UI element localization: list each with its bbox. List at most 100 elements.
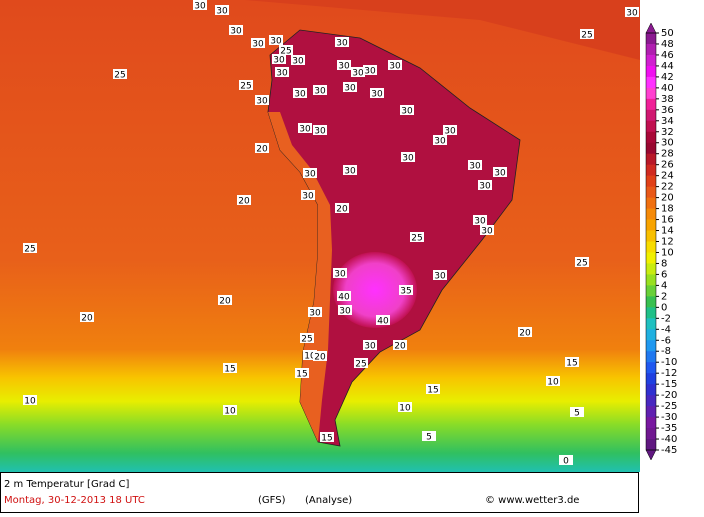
contour-label: 35	[400, 287, 411, 297]
contour-label: 30	[302, 192, 314, 202]
legend-swatch	[646, 76, 656, 89]
contour-label: 30	[344, 84, 356, 94]
contour-label: 20	[394, 342, 406, 352]
contour-label: 30	[314, 87, 326, 97]
contour-label-box	[559, 455, 573, 465]
contour-label-box	[291, 55, 305, 65]
contour-label: 30	[352, 69, 364, 79]
contour-label: 30	[299, 125, 311, 135]
contour-label: 30	[334, 270, 346, 280]
legend-label: 6	[661, 269, 667, 280]
legend-label: 18	[661, 204, 674, 215]
contour-label-box	[229, 25, 243, 35]
legend-swatch	[646, 329, 656, 341]
contour-label: 25	[24, 245, 35, 255]
legend-swatch	[646, 296, 656, 308]
contour-label: 30	[371, 90, 383, 100]
legend-swatch	[646, 274, 656, 286]
contour-label-box	[295, 368, 309, 378]
contour-label: 30	[273, 56, 285, 66]
contour-label: 30	[434, 272, 446, 282]
legend-swatch	[646, 406, 656, 418]
legend-label: -30	[661, 412, 677, 423]
legend-label: 32	[661, 127, 674, 138]
contour-label: 30	[481, 227, 493, 237]
contour-label: 30	[401, 107, 413, 117]
contour-label: 30	[494, 169, 506, 179]
contour-label-box	[370, 88, 384, 98]
contour-label: 10	[24, 397, 36, 407]
contour-label-box	[279, 45, 293, 55]
contour-label: 30	[292, 57, 304, 67]
contour-label-box	[223, 363, 237, 373]
contour-label-box	[251, 38, 265, 48]
legend-label: -12	[661, 368, 677, 379]
contour-label-box	[580, 29, 594, 39]
footer-variable: 2 m Temperatur [Grad C]	[4, 479, 129, 490]
legend-label: 46	[661, 50, 674, 61]
contour-label: 15	[427, 386, 438, 396]
contour-label: 30	[402, 154, 414, 164]
contour-label-box	[272, 54, 286, 64]
legend-label: 4	[661, 280, 667, 291]
contour-label: 30	[294, 90, 306, 100]
contour-label-box	[393, 340, 407, 350]
contour-label-box	[23, 395, 37, 405]
contour-label: 25	[114, 71, 125, 81]
legend-label: -20	[661, 390, 677, 401]
legend-label: 40	[661, 83, 674, 94]
legend-label: -6	[661, 335, 671, 346]
legend-label: 34	[661, 116, 674, 127]
legend-label: -10	[661, 357, 677, 368]
contour-label-box	[493, 167, 507, 177]
contour-label: 30	[364, 342, 376, 352]
contour-label-box	[401, 152, 415, 162]
legend-label: 14	[661, 226, 674, 237]
legend-swatch	[646, 384, 656, 396]
legend-swatch	[646, 318, 656, 330]
contour-label: 0	[563, 457, 569, 467]
contour-label-box	[313, 351, 327, 361]
contour-label-box	[388, 60, 402, 70]
legend-label: 36	[661, 105, 674, 116]
contour-label: 30	[276, 69, 288, 79]
contour-label: 25	[355, 360, 366, 370]
contour-label-box	[398, 402, 412, 412]
legend-swatch	[646, 263, 656, 275]
heat-core	[333, 252, 417, 328]
legend-label: 24	[661, 171, 674, 182]
contour-label: 25	[280, 47, 291, 57]
contour-label: 30	[270, 37, 282, 47]
contour-label-box	[293, 88, 307, 98]
contour-label-box	[399, 285, 413, 295]
legend-swatch	[646, 186, 656, 199]
legend-swatch	[646, 98, 656, 111]
contour-label: 30	[336, 39, 348, 49]
contour-label-box	[335, 37, 349, 47]
contour-label-box	[363, 340, 377, 350]
legend-swatch	[646, 417, 656, 429]
legend-swatch	[646, 153, 656, 166]
contour-label-box	[337, 60, 351, 70]
legend-swatch	[646, 395, 656, 407]
legend-swatch	[646, 428, 656, 440]
legend-swatch	[646, 252, 656, 264]
contour-label-box	[215, 5, 229, 15]
legend-label: 28	[661, 149, 674, 160]
contour-label: 30	[389, 62, 401, 72]
legend-label: 48	[661, 39, 674, 50]
legend-label: -15	[661, 379, 677, 390]
legend-label: 44	[661, 61, 674, 72]
legend-swatch	[646, 175, 656, 188]
legend-label: 26	[661, 160, 674, 171]
legend-label: -40	[661, 434, 677, 445]
legend-swatch	[646, 439, 656, 451]
contour-label-box	[333, 268, 347, 278]
legend-label: 30	[661, 138, 674, 149]
contour-label-box	[218, 295, 232, 305]
contour-label-box	[625, 7, 639, 17]
legend-swatch	[646, 351, 656, 363]
contour-label: 40	[338, 293, 350, 303]
contour-label: 20	[314, 353, 326, 363]
